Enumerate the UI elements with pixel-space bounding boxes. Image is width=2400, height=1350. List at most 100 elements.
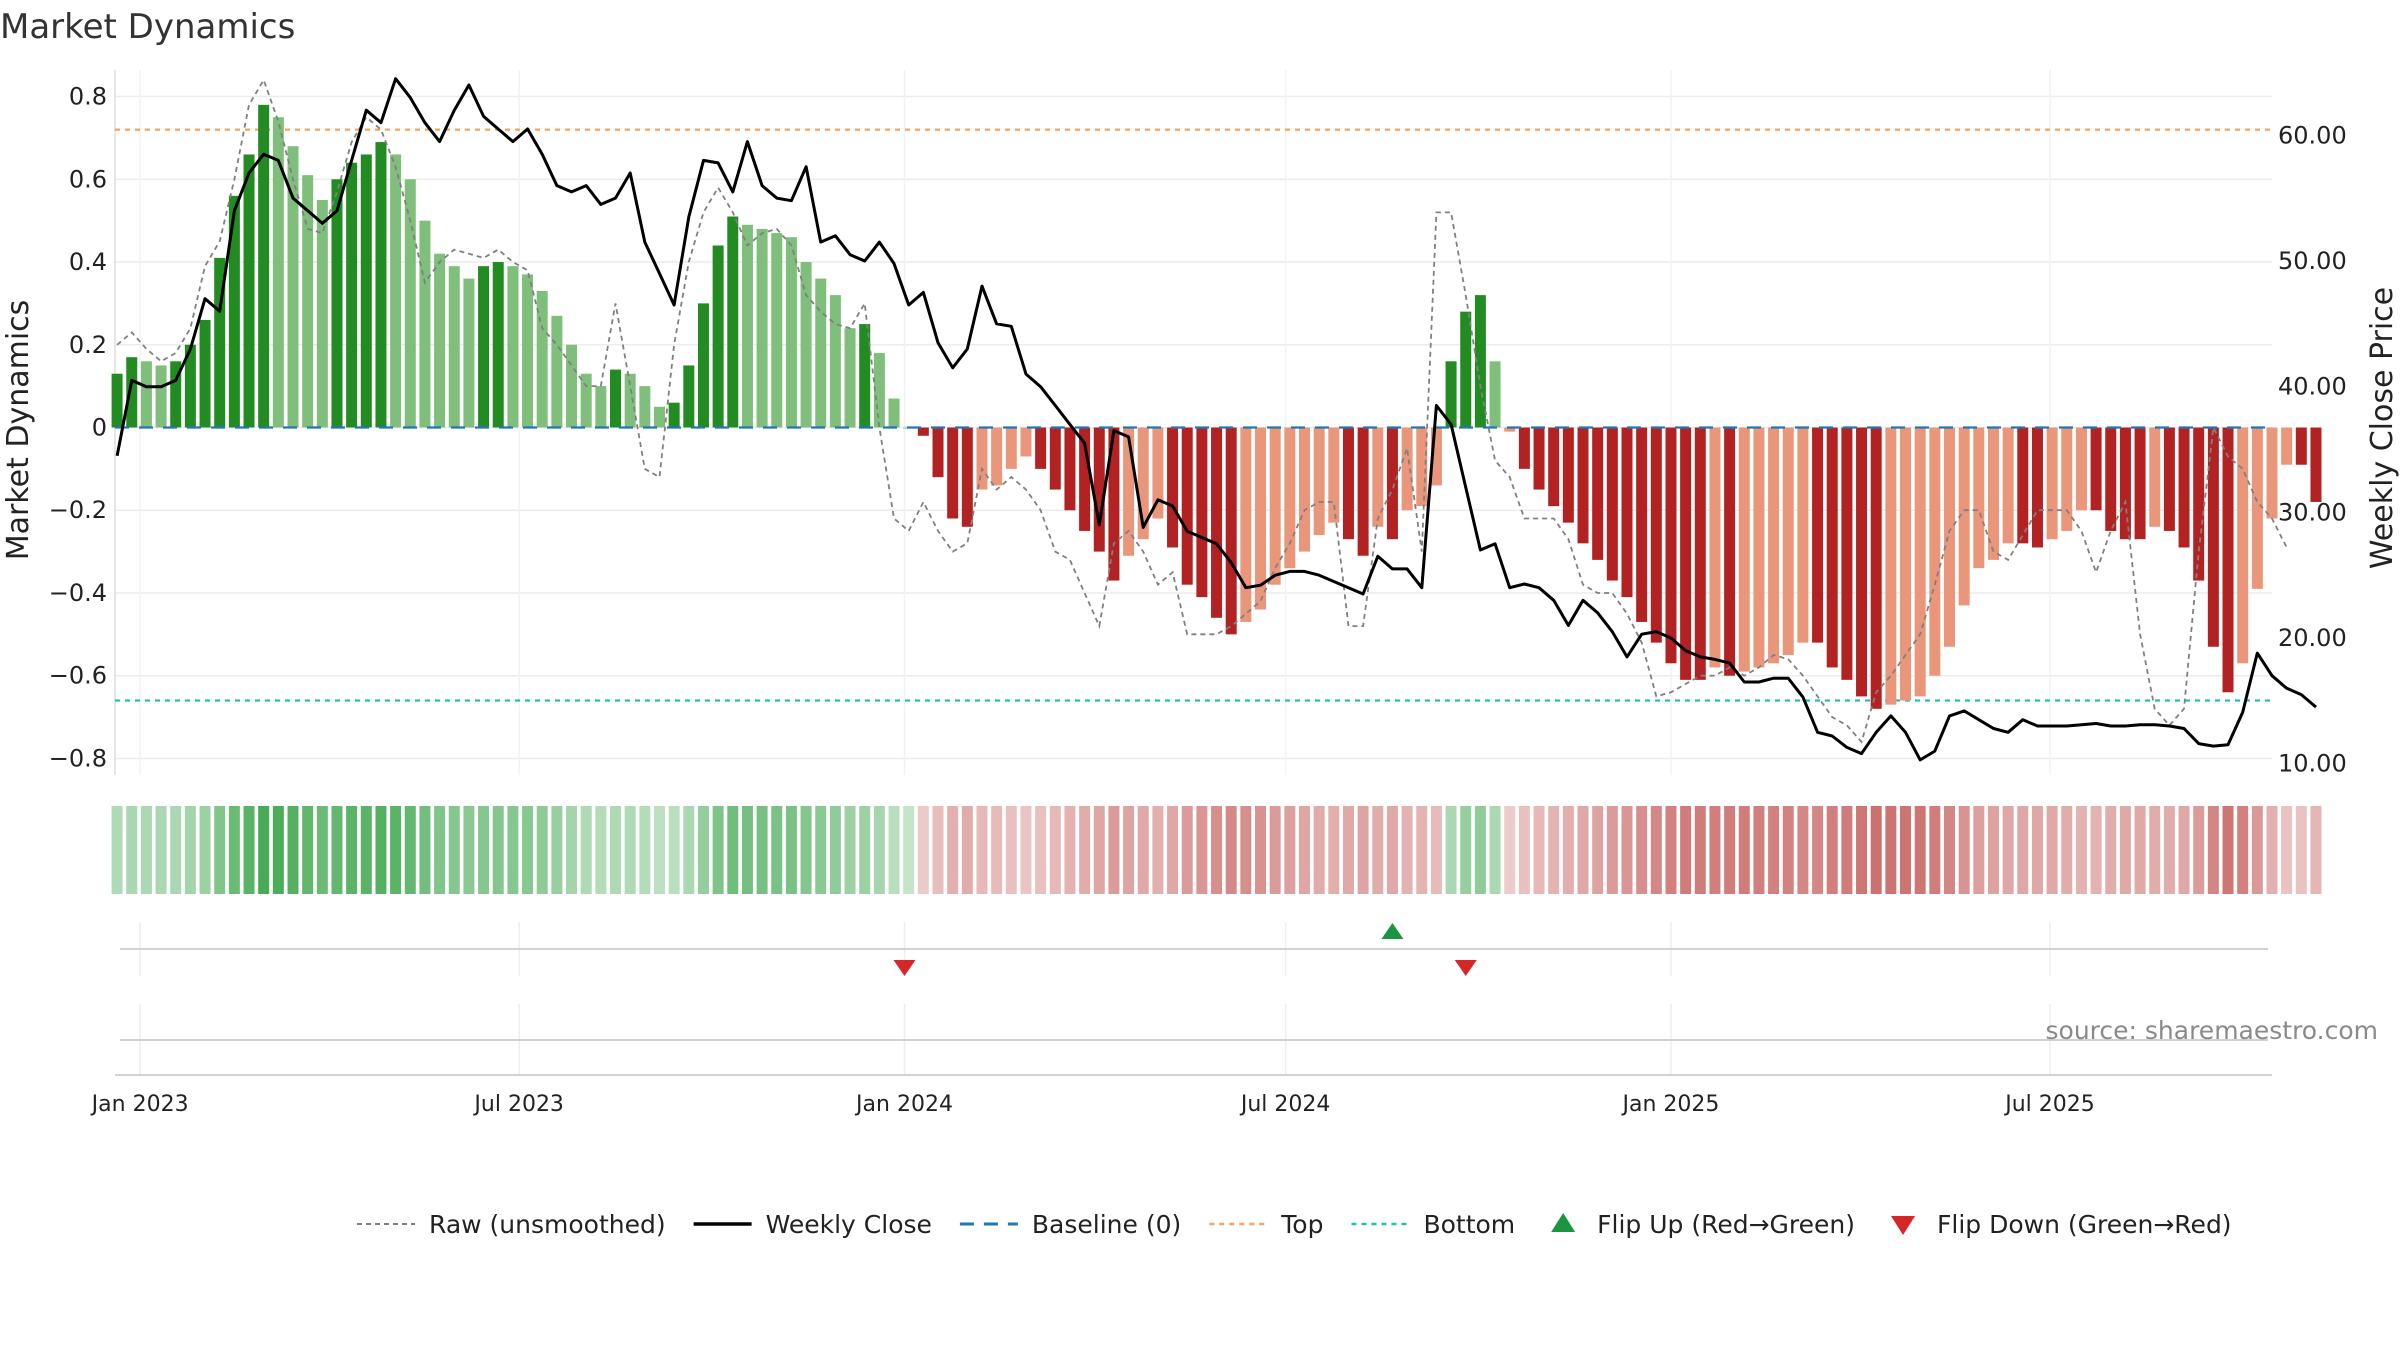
dynamics-bar [2119, 427, 2131, 540]
heat-cell [1313, 806, 1325, 894]
x-tick-label: Jul 2025 [2003, 1092, 2095, 1117]
legend-label-flip-down: Flip Down (Green→Red) [1937, 1210, 2232, 1239]
heat-cell [1430, 806, 1442, 894]
dynamics-bar [1636, 427, 1648, 622]
left-axis-label: Market Dynamics [1, 300, 36, 561]
heat-cell [434, 806, 446, 894]
dynamics-bar [492, 262, 504, 428]
dynamics-bar [2075, 427, 2087, 511]
heat-cell [2207, 806, 2219, 894]
x-tick-label: Jan 2023 [90, 1092, 189, 1117]
dynamics-bar [639, 386, 651, 428]
dynamics-bar [331, 179, 343, 428]
dynamics-bar [199, 319, 211, 428]
x-tick-label: Jan 2025 [1621, 1092, 1720, 1117]
dynamics-bar [2237, 427, 2249, 664]
heat-cell [2090, 806, 2102, 894]
dynamics-bars [111, 104, 2322, 709]
heat-cell [1856, 806, 1868, 894]
dynamics-bar [2061, 427, 2073, 531]
dynamics-bar [1225, 427, 1237, 635]
heat-cell [1005, 806, 1017, 894]
dynamics-bar [1943, 427, 1955, 647]
dynamics-bar [2281, 427, 2293, 465]
dynamics-bar [1753, 427, 1765, 668]
heat-cell [844, 806, 856, 894]
heat-cell [1240, 806, 1252, 894]
dynamics-bar [2017, 427, 2029, 544]
dynamics-bar [1973, 427, 1985, 569]
heat-cell [1049, 806, 1061, 894]
dynamics-bar [272, 117, 284, 428]
heat-cell [2310, 806, 2322, 894]
legend-swatch-flip-down [1891, 1216, 1916, 1235]
dynamics-bar [1694, 427, 1706, 680]
dynamics-bar [1533, 427, 1545, 490]
dynamics-bar [1445, 361, 1457, 428]
left-tick-label: 0.4 [69, 248, 107, 276]
dynamics-bar [448, 266, 460, 428]
dynamics-bar [1621, 427, 1633, 598]
right-tick-label: 40.00 [2278, 373, 2347, 401]
heat-cell [448, 806, 460, 894]
right-tick-label: 20.00 [2278, 624, 2347, 652]
heat-cell [1152, 806, 1164, 894]
heat-cell [785, 806, 797, 894]
heat-cell [1900, 806, 1912, 894]
heat-cell [1342, 806, 1354, 894]
legend-label-raw: Raw (unsmoothed) [429, 1210, 666, 1239]
dynamics-bar [1929, 427, 1941, 676]
heat-cell [1035, 806, 1047, 894]
dynamics-bar [419, 220, 431, 428]
dynamics-bar [522, 274, 534, 428]
heat-cell [1812, 806, 1824, 894]
heat-cell [1577, 806, 1589, 894]
dynamics-bar [1167, 427, 1179, 548]
heat-cell [2017, 806, 2029, 894]
dynamics-bar [2031, 427, 2043, 548]
dynamics-bar [1474, 295, 1486, 428]
dynamics-bar [610, 369, 622, 428]
dynamics-bar [1870, 427, 1882, 709]
heat-cell [771, 806, 783, 894]
heat-cell [683, 806, 695, 894]
x-tick-label: Jan 2024 [854, 1092, 953, 1117]
bottom-empty-panel [115, 1004, 2272, 1076]
dynamics-bar [683, 365, 695, 428]
heat-cell [155, 806, 167, 894]
heat-cell [507, 806, 519, 894]
dynamics-bar [1577, 427, 1589, 544]
dynamics-bar [800, 262, 812, 428]
heat-cell [2105, 806, 2117, 894]
dynamics-bar [1328, 427, 1340, 523]
dynamics-bar [1797, 427, 1809, 643]
heat-cell [1093, 806, 1105, 894]
dynamics-bar [991, 427, 1003, 486]
weekly-close-line [115, 77, 2317, 762]
dynamics-bar [1255, 427, 1267, 610]
dynamics-bar [1958, 427, 1970, 606]
heat-cell [756, 806, 768, 894]
heat-cell [947, 806, 959, 894]
dynamics-bar [1269, 427, 1281, 585]
heat-cell [1709, 806, 1721, 894]
heat-cell [1372, 806, 1384, 894]
dynamics-bar [1386, 427, 1398, 540]
dynamics-bar [1856, 427, 1868, 697]
dynamics-bar [2310, 427, 2322, 502]
dynamics-bar [844, 328, 856, 428]
heat-cell [1181, 806, 1193, 894]
dynamics-bar [2002, 427, 2014, 544]
heat-cell [1211, 806, 1223, 894]
heat-cell [1973, 806, 1985, 894]
dynamics-bar [1782, 427, 1794, 656]
heat-cell [2163, 806, 2175, 894]
dynamics-bar [1841, 427, 1853, 680]
heat-cell [331, 806, 343, 894]
left-tick-label: −0.4 [49, 579, 107, 607]
right-tick-label: 60.00 [2278, 121, 2347, 149]
heat-cell [419, 806, 431, 894]
dynamics-bar [1005, 427, 1017, 469]
dynamics-bar [1548, 427, 1560, 507]
